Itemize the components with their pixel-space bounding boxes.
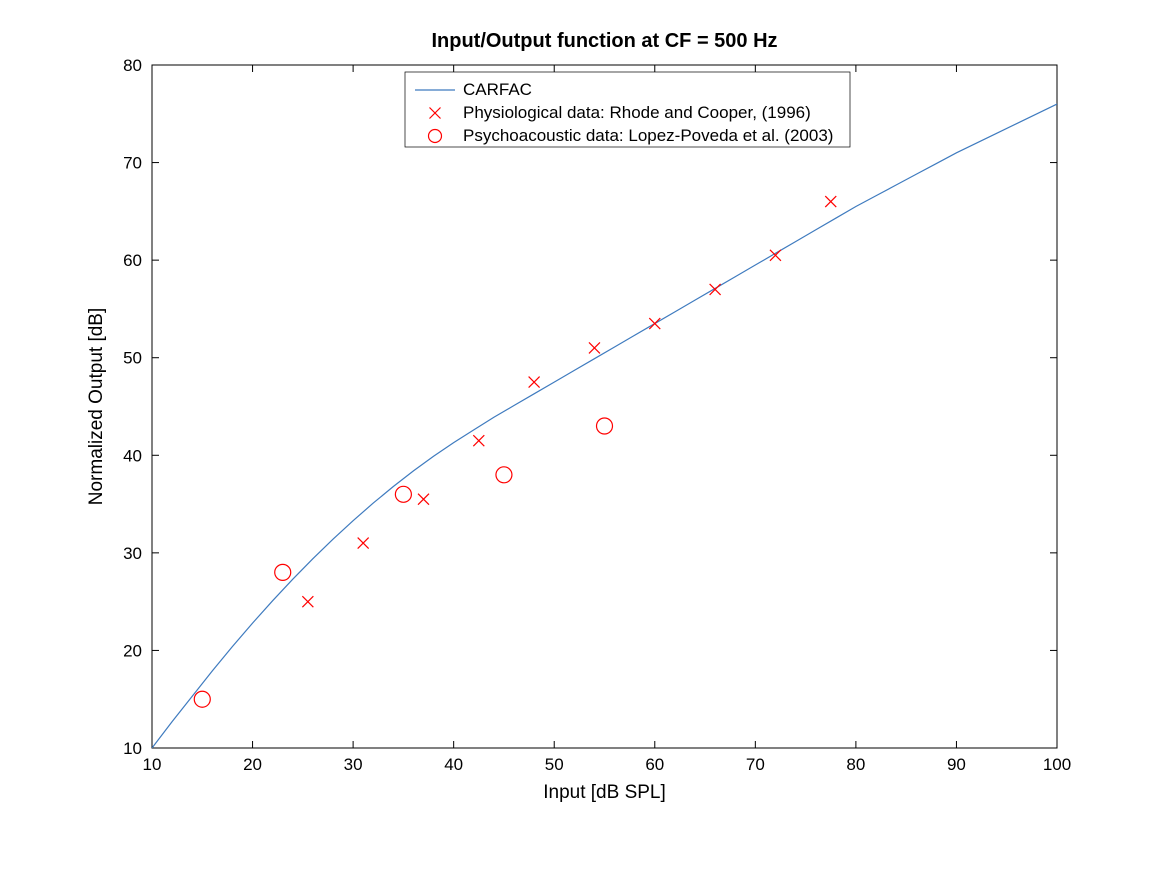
io-function-chart: 10 20 30 40 50 60 70 80 90 100 10 20 30 40 50 60 70 80 Inp… [0, 0, 1167, 875]
y-tick-label: 70 [123, 154, 142, 173]
marker-o [496, 467, 512, 483]
x-tick-label: 40 [444, 755, 463, 774]
x-tick-label: 10 [143, 755, 162, 774]
marker-o [275, 564, 291, 580]
x-tick-label: 100 [1043, 755, 1071, 774]
series-line-carfac [152, 104, 1057, 748]
x-axis-label: Input [dB SPL] [543, 782, 666, 803]
y-tick-label: 20 [123, 641, 142, 660]
marker-o [395, 486, 411, 502]
x-tick-label: 20 [243, 755, 262, 774]
marker-o [194, 691, 210, 707]
chart-container: 10 20 30 40 50 60 70 80 90 100 10 20 30 40 50 60 70 80 Inp… [0, 0, 1167, 875]
x-tick-label: 70 [746, 755, 765, 774]
x-tick-label: 50 [545, 755, 564, 774]
y-tick-label: 10 [123, 739, 142, 758]
y-tick-label: 50 [123, 349, 142, 368]
y-axis-label: Normalized Output [dB] [86, 308, 107, 505]
y-tick-label: 40 [123, 446, 142, 465]
x-tick-label: 80 [846, 755, 865, 774]
x-tick-label: 60 [645, 755, 664, 774]
legend-label: CARFAC [463, 80, 532, 99]
legend-label: Physiological data: Rhode and Cooper, (1… [463, 103, 811, 122]
y-tick-label: 80 [123, 56, 142, 75]
plot-data-group [152, 104, 1057, 748]
x-tick-label: 30 [344, 755, 363, 774]
legend-label: Psychoacoustic data: Lopez-Poveda et al.… [463, 126, 833, 145]
chart-title: Input/Output function at CF = 500 Hz [431, 30, 777, 52]
x-tick-label: 90 [947, 755, 966, 774]
marker-o [597, 418, 613, 434]
y-tick-label: 30 [123, 544, 142, 563]
plot-border [152, 65, 1057, 748]
y-tick-label: 60 [123, 251, 142, 270]
